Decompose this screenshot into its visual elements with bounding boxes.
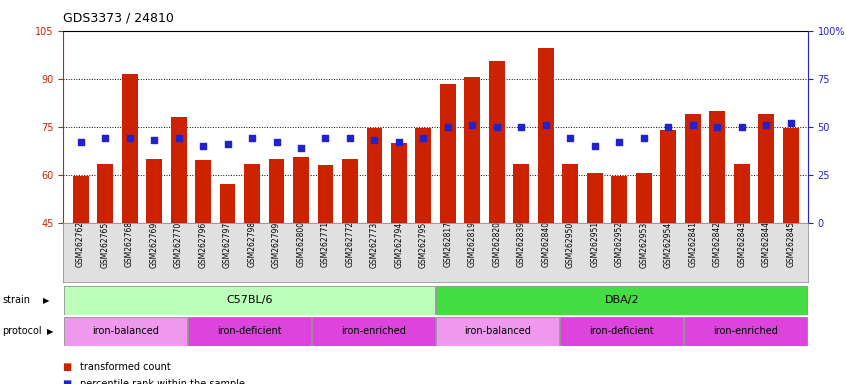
Point [686, 122, 700, 128]
Bar [440, 84, 456, 223]
Point [245, 135, 259, 141]
Bar [171, 117, 186, 223]
Text: ■: ■ [63, 362, 76, 372]
Bar [195, 161, 211, 223]
Bar [464, 77, 481, 223]
Text: iron-enriched: iron-enriched [713, 326, 778, 336]
Point [613, 139, 626, 145]
Point [637, 135, 651, 141]
Bar [612, 176, 628, 223]
Point [490, 124, 503, 130]
Bar [684, 317, 807, 346]
Text: DBA/2: DBA/2 [605, 295, 639, 306]
Text: ▶: ▶ [47, 327, 53, 336]
Bar [437, 317, 559, 346]
Bar [391, 143, 407, 223]
Text: iron-balanced: iron-balanced [92, 326, 159, 336]
Point [514, 124, 528, 130]
Bar [661, 130, 676, 223]
Point [417, 135, 431, 141]
Text: strain: strain [3, 295, 30, 306]
Bar [636, 173, 651, 223]
Bar [538, 48, 554, 223]
Bar [560, 317, 684, 346]
Point [760, 122, 773, 128]
Bar [64, 286, 435, 315]
Bar [563, 164, 579, 223]
Text: iron-deficient: iron-deficient [217, 326, 282, 336]
Point [735, 124, 749, 130]
Point [465, 122, 479, 128]
Bar [587, 173, 603, 223]
Text: C57BL/6: C57BL/6 [227, 295, 272, 306]
Text: GDS3373 / 24810: GDS3373 / 24810 [63, 12, 174, 25]
Text: protocol: protocol [3, 326, 42, 336]
Point [319, 135, 332, 141]
Bar [783, 128, 799, 223]
Point [221, 141, 234, 147]
Bar [188, 317, 311, 346]
Bar [312, 317, 435, 346]
Point [588, 143, 602, 149]
Point [368, 137, 382, 143]
Point [441, 124, 454, 130]
Bar [685, 114, 700, 223]
Bar [342, 159, 358, 223]
Text: ▶: ▶ [42, 296, 49, 305]
Bar [220, 184, 235, 223]
Point [539, 122, 552, 128]
Text: iron-deficient: iron-deficient [590, 326, 654, 336]
Bar [758, 114, 774, 223]
Point [74, 139, 87, 145]
Point [270, 139, 283, 145]
Bar [437, 286, 807, 315]
Point [147, 137, 161, 143]
Bar [733, 164, 750, 223]
Point [784, 120, 798, 126]
Point [711, 124, 724, 130]
Point [98, 135, 112, 141]
Point [172, 135, 185, 141]
Point [563, 135, 577, 141]
Text: iron-enriched: iron-enriched [341, 326, 406, 336]
Bar [73, 176, 89, 223]
Bar [122, 74, 138, 223]
Text: transformed count: transformed count [80, 362, 171, 372]
Bar [415, 128, 431, 223]
Point [294, 145, 308, 151]
Point [393, 139, 406, 145]
Point [196, 143, 210, 149]
Bar [709, 111, 725, 223]
Bar [64, 317, 187, 346]
Bar [293, 157, 309, 223]
Point [662, 124, 675, 130]
Point [123, 135, 136, 141]
Point [343, 135, 357, 141]
Bar [366, 128, 382, 223]
Bar [146, 159, 162, 223]
Bar [97, 164, 113, 223]
Bar [268, 159, 284, 223]
Text: ■: ■ [63, 379, 76, 384]
Bar [244, 164, 260, 223]
Bar [514, 164, 530, 223]
Bar [489, 61, 505, 223]
Text: percentile rank within the sample: percentile rank within the sample [80, 379, 245, 384]
Text: iron-balanced: iron-balanced [464, 326, 531, 336]
Bar [317, 165, 333, 223]
